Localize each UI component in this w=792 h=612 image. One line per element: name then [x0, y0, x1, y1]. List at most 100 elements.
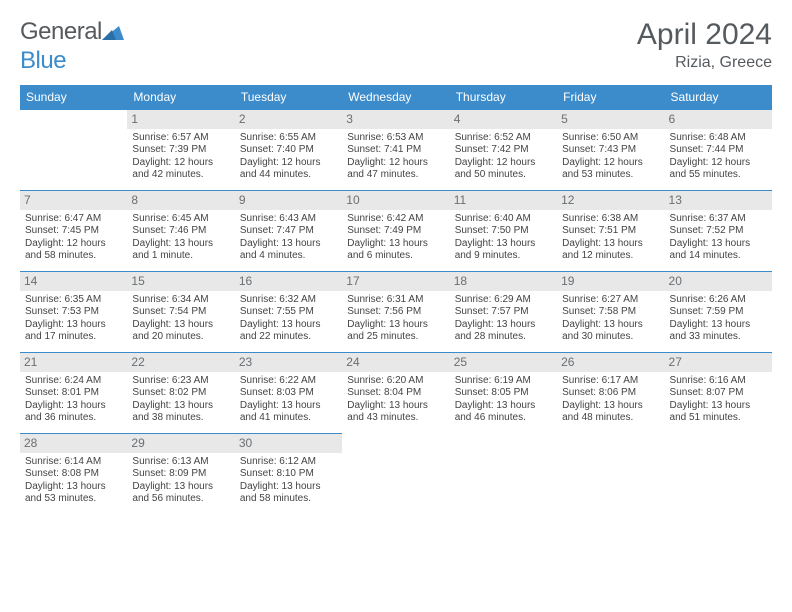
sunrise-line: Sunrise: 6:17 AM [562, 375, 659, 388]
daylight-line: Daylight: 13 hours and 25 minutes. [347, 319, 444, 344]
day-number: 23 [235, 353, 342, 372]
calendar-cell: 10Sunrise: 6:42 AMSunset: 7:49 PMDayligh… [342, 190, 449, 271]
sunset-line: Sunset: 7:50 PM [455, 225, 552, 238]
calendar-cell: 14Sunrise: 6:35 AMSunset: 7:53 PMDayligh… [20, 271, 127, 352]
sunrise-line: Sunrise: 6:14 AM [25, 456, 122, 469]
day-number: 2 [235, 110, 342, 129]
daylight-line: Daylight: 12 hours and 47 minutes. [347, 157, 444, 182]
day-number: 21 [20, 353, 127, 372]
day-number: 19 [557, 272, 664, 291]
sunset-line: Sunset: 7:59 PM [670, 306, 767, 319]
sunset-line: Sunset: 7:49 PM [347, 225, 444, 238]
day-number: 8 [127, 191, 234, 210]
calendar-cell: 16Sunrise: 6:32 AMSunset: 7:55 PMDayligh… [235, 271, 342, 352]
sunrise-line: Sunrise: 6:45 AM [132, 213, 229, 226]
sunrise-line: Sunrise: 6:20 AM [347, 375, 444, 388]
daylight-line: Daylight: 13 hours and 51 minutes. [670, 400, 767, 425]
weekday-header: Friday [557, 85, 664, 110]
calendar-cell [20, 109, 127, 190]
sunrise-line: Sunrise: 6:13 AM [132, 456, 229, 469]
daylight-line: Daylight: 13 hours and 53 minutes. [25, 481, 122, 506]
day-number: 14 [20, 272, 127, 291]
sunset-line: Sunset: 8:03 PM [240, 387, 337, 400]
sunrise-line: Sunrise: 6:42 AM [347, 213, 444, 226]
daylight-line: Daylight: 12 hours and 55 minutes. [670, 157, 767, 182]
weekday-header: Thursday [450, 85, 557, 110]
sunset-line: Sunset: 8:09 PM [132, 468, 229, 481]
day-number: 5 [557, 110, 664, 129]
calendar-cell: 13Sunrise: 6:37 AMSunset: 7:52 PMDayligh… [665, 190, 772, 271]
sunrise-line: Sunrise: 6:57 AM [132, 132, 229, 145]
daylight-line: Daylight: 13 hours and 36 minutes. [25, 400, 122, 425]
sunrise-line: Sunrise: 6:29 AM [455, 294, 552, 307]
calendar-row: 28Sunrise: 6:14 AMSunset: 8:08 PMDayligh… [20, 433, 772, 514]
calendar-row: 14Sunrise: 6:35 AMSunset: 7:53 PMDayligh… [20, 271, 772, 352]
day-number: 20 [665, 272, 772, 291]
title-block: April 2024 Rizia, Greece [637, 18, 772, 72]
day-number: 16 [235, 272, 342, 291]
brand-part2: Blue [20, 47, 66, 74]
day-number: 15 [127, 272, 234, 291]
sunrise-line: Sunrise: 6:37 AM [670, 213, 767, 226]
day-number: 24 [342, 353, 449, 372]
weekday-header-row: SundayMondayTuesdayWednesdayThursdayFrid… [20, 85, 772, 110]
daylight-line: Daylight: 13 hours and 4 minutes. [240, 238, 337, 263]
calendar-cell: 12Sunrise: 6:38 AMSunset: 7:51 PMDayligh… [557, 190, 664, 271]
daylight-line: Daylight: 13 hours and 22 minutes. [240, 319, 337, 344]
day-number: 1 [127, 110, 234, 129]
day-number: 28 [20, 434, 127, 453]
daylight-line: Daylight: 13 hours and 17 minutes. [25, 319, 122, 344]
daylight-line: Daylight: 12 hours and 42 minutes. [132, 157, 229, 182]
sunset-line: Sunset: 8:01 PM [25, 387, 122, 400]
calendar-cell [450, 433, 557, 514]
sunset-line: Sunset: 8:02 PM [132, 387, 229, 400]
sunset-line: Sunset: 7:45 PM [25, 225, 122, 238]
sunrise-line: Sunrise: 6:52 AM [455, 132, 552, 145]
calendar-table: SundayMondayTuesdayWednesdayThursdayFrid… [20, 85, 772, 514]
calendar-cell: 3Sunrise: 6:53 AMSunset: 7:41 PMDaylight… [342, 109, 449, 190]
calendar-cell: 2Sunrise: 6:55 AMSunset: 7:40 PMDaylight… [235, 109, 342, 190]
sunrise-line: Sunrise: 6:53 AM [347, 132, 444, 145]
daylight-line: Daylight: 13 hours and 48 minutes. [562, 400, 659, 425]
daylight-line: Daylight: 13 hours and 20 minutes. [132, 319, 229, 344]
sunset-line: Sunset: 7:51 PM [562, 225, 659, 238]
calendar-cell: 6Sunrise: 6:48 AMSunset: 7:44 PMDaylight… [665, 109, 772, 190]
calendar-cell: 15Sunrise: 6:34 AMSunset: 7:54 PMDayligh… [127, 271, 234, 352]
calendar-cell: 4Sunrise: 6:52 AMSunset: 7:42 PMDaylight… [450, 109, 557, 190]
sunrise-line: Sunrise: 6:32 AM [240, 294, 337, 307]
sunset-line: Sunset: 7:47 PM [240, 225, 337, 238]
calendar-cell: 8Sunrise: 6:45 AMSunset: 7:46 PMDaylight… [127, 190, 234, 271]
calendar-cell: 1 Sunrise: 6:57 AMSunset: 7:39 PMDaylight… [127, 109, 234, 190]
daylight-line: Daylight: 13 hours and 28 minutes. [455, 319, 552, 344]
daylight-line: Daylight: 13 hours and 43 minutes. [347, 400, 444, 425]
daylight-line: Daylight: 13 hours and 33 minutes. [670, 319, 767, 344]
calendar-row: 7Sunrise: 6:47 AMSunset: 7:45 PMDaylight… [20, 190, 772, 271]
sunset-line: Sunset: 8:06 PM [562, 387, 659, 400]
calendar-cell: 22Sunrise: 6:23 AMSunset: 8:02 PMDayligh… [127, 352, 234, 433]
sunrise-line: Sunrise: 6:19 AM [455, 375, 552, 388]
sunset-line: Sunset: 7:57 PM [455, 306, 552, 319]
weekday-header: Tuesday [235, 85, 342, 110]
sunset-line: Sunset: 8:10 PM [240, 468, 337, 481]
calendar-row: 21Sunrise: 6:24 AMSunset: 8:01 PMDayligh… [20, 352, 772, 433]
brand-text: General Blue [20, 18, 124, 75]
day-number: 12 [557, 191, 664, 210]
daylight-line: Daylight: 13 hours and 9 minutes. [455, 238, 552, 263]
calendar-cell [342, 433, 449, 514]
triangle-icon [102, 19, 124, 47]
weekday-header: Monday [127, 85, 234, 110]
calendar-cell: 5Sunrise: 6:50 AMSunset: 7:43 PMDaylight… [557, 109, 664, 190]
brand-logo: General Blue [20, 18, 124, 75]
calendar-cell: 26Sunrise: 6:17 AMSunset: 8:06 PMDayligh… [557, 352, 664, 433]
sunset-line: Sunset: 8:04 PM [347, 387, 444, 400]
daylight-line: Daylight: 13 hours and 30 minutes. [562, 319, 659, 344]
day-number: 22 [127, 353, 234, 372]
calendar-cell: 27Sunrise: 6:16 AMSunset: 8:07 PMDayligh… [665, 352, 772, 433]
brand-part1: General [20, 18, 102, 45]
sunset-line: Sunset: 7:54 PM [132, 306, 229, 319]
calendar-cell: 30Sunrise: 6:12 AMSunset: 8:10 PMDayligh… [235, 433, 342, 514]
daylight-line: Daylight: 13 hours and 6 minutes. [347, 238, 444, 263]
sunrise-line: Sunrise: 6:35 AM [25, 294, 122, 307]
sunset-line: Sunset: 7:39 PM [132, 144, 229, 157]
sunset-line: Sunset: 7:40 PM [240, 144, 337, 157]
